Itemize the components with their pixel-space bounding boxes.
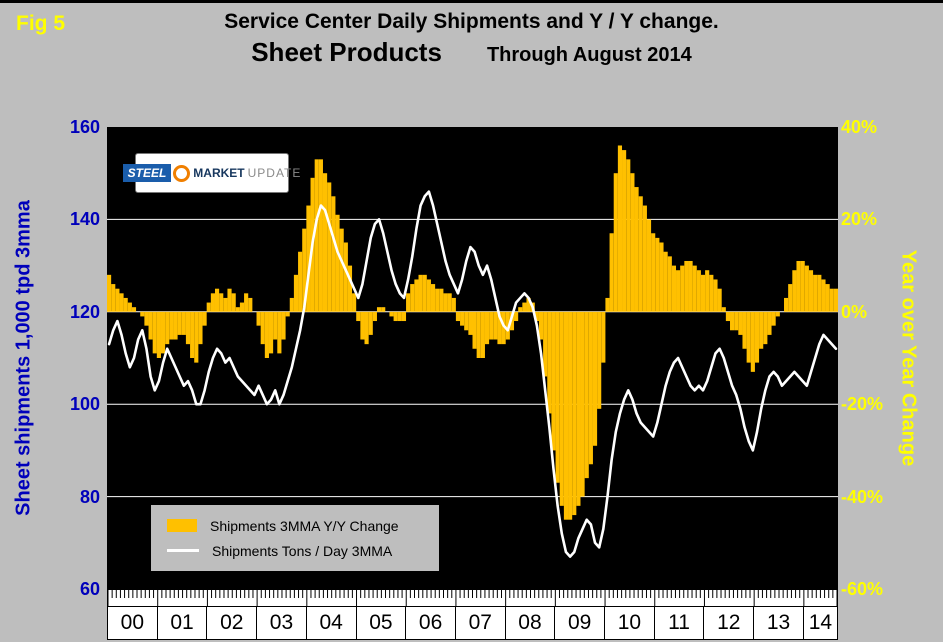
chart-title: Service Center Daily Shipments and Y / Y… bbox=[224, 10, 719, 33]
year-label: 08 bbox=[506, 607, 556, 639]
legend: Shipments 3MMA Y/Y Change Shipments Tons… bbox=[150, 504, 440, 572]
logo-orange-ring-icon bbox=[173, 164, 191, 182]
year-label: 11 bbox=[655, 607, 705, 639]
year-label: 09 bbox=[555, 607, 606, 639]
year-label: 04 bbox=[307, 607, 357, 639]
logo-steel-text: STEEL bbox=[122, 164, 172, 182]
plot-svg bbox=[107, 145, 838, 558]
year-label: 03 bbox=[257, 607, 307, 639]
year-label: 13 bbox=[754, 607, 804, 639]
legend-label-line: Shipments Tons / Day 3MMA bbox=[212, 542, 393, 559]
year-label: 00 bbox=[108, 607, 158, 639]
left-axis-tick: 80 bbox=[79, 486, 100, 507]
figure-label: Fig 5 bbox=[16, 12, 66, 35]
left-axis-tick: 100 bbox=[69, 394, 100, 415]
right-axis-title: Year over Year Change bbox=[897, 249, 920, 467]
year-label: 12 bbox=[704, 607, 755, 639]
right-axis-tick: -40% bbox=[841, 486, 884, 507]
chart-subtitle-period: Through August 2014 bbox=[486, 44, 692, 66]
left-axis-tick: 60 bbox=[79, 579, 100, 599]
year-label: 10 bbox=[605, 607, 655, 639]
left-axis-tick: 140 bbox=[69, 209, 100, 230]
year-label: 05 bbox=[357, 607, 407, 639]
left-axis-tick: 120 bbox=[69, 301, 100, 322]
left-axis-tick: 160 bbox=[69, 117, 100, 137]
plot-area: STEEL MARKET UPDATE Shipments 3MMA Y/Y C… bbox=[107, 127, 838, 589]
right-axis-tick: 40% bbox=[841, 117, 878, 137]
xaxis-tick-band bbox=[107, 589, 838, 607]
right-axis-tick: -60% bbox=[841, 579, 884, 599]
chart-subtitle-product: Sheet Products bbox=[251, 37, 442, 67]
steel-market-update-logo: STEEL MARKET UPDATE bbox=[122, 153, 300, 193]
year-label: 06 bbox=[406, 607, 456, 639]
xaxis-year-row: 00 01 02 03 04 05 06 07 08 09 10 11 12 13 14 bbox=[107, 606, 838, 640]
chart-subtitle: Sheet Products Through August 2014 bbox=[0, 37, 943, 68]
year-label: 02 bbox=[207, 607, 258, 639]
line-swatch-icon bbox=[167, 549, 199, 552]
legend-item-line: Shipments Tons / Day 3MMA bbox=[167, 543, 423, 559]
legend-label-bars: Shipments 3MMA Y/Y Change bbox=[210, 517, 399, 534]
logo-market-text: MARKET bbox=[193, 166, 245, 180]
year-label: 07 bbox=[456, 607, 506, 639]
year-label: 01 bbox=[158, 607, 208, 639]
logo-update-text: UPDATE bbox=[247, 166, 302, 180]
right-axis-tick: 20% bbox=[841, 209, 878, 230]
xaxis-ticks-svg bbox=[107, 590, 838, 606]
legend-item-bars: Shipments 3MMA Y/Y Change bbox=[167, 518, 423, 534]
left-axis-title: Sheet shipments 1,000 tpd 3mma bbox=[12, 200, 35, 516]
bar-swatch-icon bbox=[167, 519, 197, 532]
year-label: 14 bbox=[808, 611, 833, 634]
